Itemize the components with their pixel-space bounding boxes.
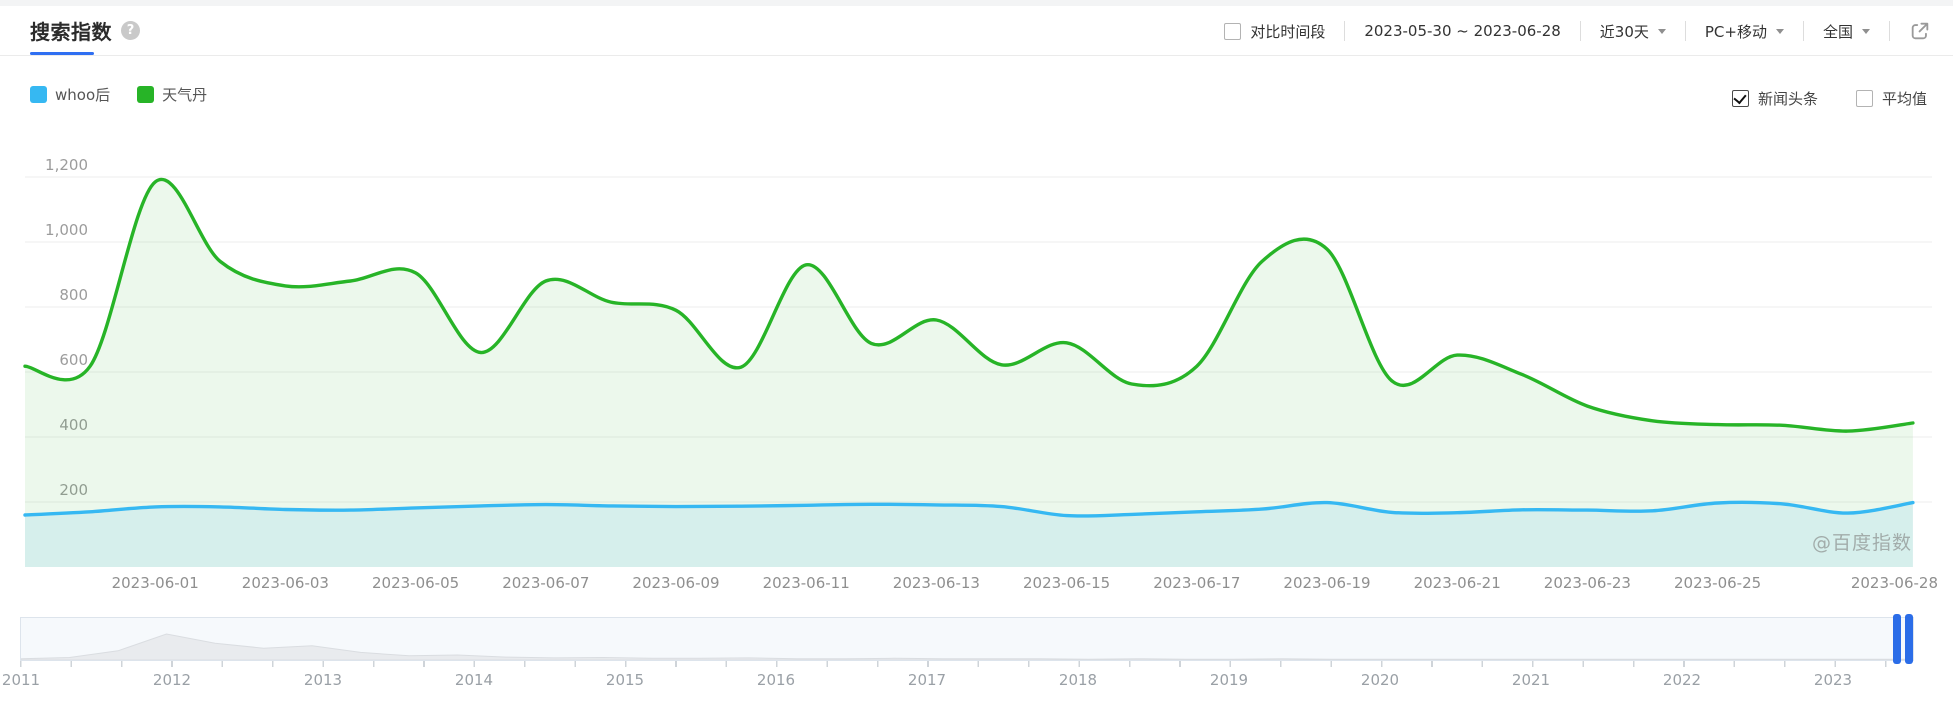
legend-label-tianqidan: 天气丹 (162, 86, 208, 104)
year-label-2021: 2021 (1511, 671, 1551, 689)
x-tick-label: 2023-06-17 (1153, 574, 1240, 592)
y-tick-label: 800 (59, 286, 88, 304)
year-label-2016: 2016 (756, 671, 796, 689)
chevron-down-icon (1657, 28, 1666, 34)
series-area-whoo后 (25, 502, 1913, 567)
average-checkbox[interactable] (1855, 90, 1873, 107)
chevron-down-icon (1775, 28, 1784, 34)
timeline-minimap (21, 633, 1913, 660)
open-in-new-icon[interactable] (1909, 20, 1931, 42)
active-tab-underline (30, 52, 94, 55)
toolbar-divider (1344, 21, 1346, 41)
year-label-2018: 2018 (1058, 671, 1098, 689)
page-title: 搜索指数 (30, 20, 112, 44)
news-headlines-checkbox[interactable] (1731, 90, 1749, 107)
x-tick-label: 2023-06-07 (502, 574, 589, 592)
header-divider (0, 55, 1953, 56)
average-label: 平均值 (1881, 90, 1927, 108)
legend-label-whoo: whoo后 (55, 86, 111, 104)
year-label-2022: 2022 (1662, 671, 1702, 689)
average-toggle[interactable]: 平均值 (1855, 88, 1927, 109)
year-label-2013: 2013 (303, 671, 343, 689)
x-tick-label: 2023-06-25 (1674, 574, 1761, 592)
page-top-strip (0, 0, 1953, 6)
x-tick-label: 2023-06-13 (893, 574, 980, 592)
legend-swatch-tianqidan (137, 86, 155, 103)
slider-handle-right[interactable] (1905, 614, 1913, 664)
date-range-picker[interactable]: 2023-05-30 ~ 2023-06-28 (1364, 22, 1560, 40)
x-tick-label: 2023-06-21 (1414, 574, 1501, 592)
legend-item-tianqidan[interactable]: 天气丹 (137, 84, 207, 105)
period-value: 近30天 (1599, 22, 1649, 41)
series-area-天气丹 (25, 179, 1913, 567)
region-value: 全国 (1822, 22, 1853, 41)
chart-options: 新闻头条 平均值 (1694, 88, 1927, 109)
year-label-2020: 2020 (1360, 671, 1400, 689)
x-tick-label: 2023-06-03 (242, 574, 329, 592)
help-icon[interactable]: ? (121, 21, 140, 40)
search-index-chart[interactable]: 200 400 600 800 1,000 1,200 2023-06-01 2023-06-… (0, 120, 1953, 592)
x-tick-label: 2023-06-28 (1851, 574, 1938, 592)
device-dropdown[interactable]: PC+移动 (1705, 21, 1784, 42)
y-tick-label: 600 (59, 351, 88, 369)
legend-item-whoo[interactable]: whoo后 (30, 84, 110, 105)
timeline-slider[interactable] (20, 617, 1914, 661)
toolbar-divider (1579, 21, 1581, 41)
x-tick-label: 2023-06-19 (1283, 574, 1370, 592)
x-tick-label: 2023-06-15 (1023, 574, 1110, 592)
x-tick-label: 2023-06-23 (1544, 574, 1631, 592)
y-tick-label: 1,200 (45, 156, 88, 174)
year-label-2023: 2023 (1813, 671, 1853, 689)
x-tick-label: 2023-06-09 (632, 574, 719, 592)
compare-checkbox[interactable] (1224, 22, 1242, 40)
y-tick-label: 200 (59, 481, 88, 499)
toolbar-divider (1889, 21, 1890, 41)
period-dropdown[interactable]: 近30天 (1600, 21, 1666, 42)
x-tick-label: 2023-06-05 (372, 574, 459, 592)
year-label-2014: 2014 (454, 671, 494, 689)
news-headlines-toggle[interactable]: 新闻头条 (1731, 88, 1818, 109)
slider-handle-left[interactable] (1893, 614, 1901, 664)
year-label-2015: 2015 (605, 671, 645, 689)
legend-swatch-whoo (30, 86, 47, 103)
watermark: @百度指数 (1812, 532, 1913, 554)
y-tick-label: 1,000 (45, 221, 88, 239)
chevron-down-icon (1862, 28, 1870, 34)
toolbar: 对比时间段 2023-05-30 ~ 2023-06-28 近30天 PC+移动… (1224, 14, 1931, 48)
timeline-ticks (20, 661, 1914, 667)
series-line-whoo后 (23, 500, 1915, 518)
year-label-2017: 2017 (907, 671, 947, 689)
series-line-天气丹 (23, 177, 1915, 433)
minimap-sparkline (21, 633, 1913, 660)
device-value: PC+移动 (1704, 22, 1767, 41)
year-label-2011: 2011 (1, 671, 41, 689)
compare-label: 对比时间段 (1250, 22, 1326, 41)
date-range-value: 2023-05-30 ~ 2023-06-28 (1364, 22, 1561, 40)
news-headlines-label: 新闻头条 (1757, 90, 1818, 108)
y-tick-label: 400 (59, 416, 88, 434)
region-dropdown[interactable]: 全国 (1823, 21, 1870, 42)
toolbar-divider (1802, 21, 1804, 41)
year-label-2012: 2012 (152, 671, 192, 689)
x-tick-label: 2023-06-11 (763, 574, 850, 592)
compare-period-toggle[interactable]: 对比时间段 (1224, 21, 1325, 42)
year-label-2019: 2019 (1209, 671, 1249, 689)
chart-legend: whoo后 天气丹 (30, 84, 234, 105)
x-tick-label: 2023-06-01 (112, 574, 199, 592)
toolbar-divider (1684, 21, 1686, 41)
